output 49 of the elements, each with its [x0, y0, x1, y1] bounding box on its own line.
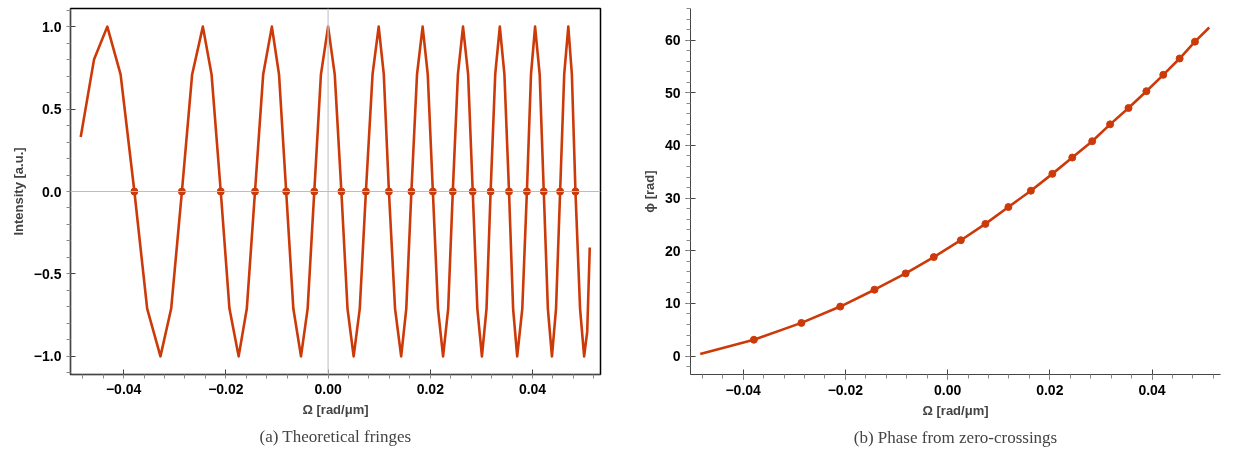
- y-tick-label: −1.0: [33, 348, 62, 365]
- y-axis-title: ϕ [rad]: [641, 170, 657, 213]
- y-tick-label: 50: [664, 84, 681, 101]
- point: [1026, 186, 1035, 195]
- y-axis-title: Intensity [a.u.]: [10, 147, 26, 236]
- point: [956, 236, 965, 245]
- x-tick-label: −0.04: [105, 380, 142, 397]
- y-tick-label: 1.0: [42, 18, 62, 35]
- x-tick-label: −0.04: [725, 381, 762, 398]
- point: [1159, 70, 1168, 79]
- x-axis-title: Ω [rad/μm]: [302, 401, 369, 417]
- y-tick-label: 60: [664, 32, 681, 49]
- point: [929, 253, 938, 262]
- y-tick-label: 0.5: [42, 101, 62, 118]
- x-axis-title: Ω [rad/μm]: [922, 402, 989, 418]
- x-tick-label: 0.00: [933, 381, 962, 398]
- y-tick-label: 20: [664, 242, 681, 259]
- point: [836, 302, 845, 311]
- point: [1068, 153, 1077, 162]
- y-tick-label: 40: [664, 137, 681, 154]
- point: [797, 318, 806, 327]
- line-series: [698, 26, 1211, 356]
- x-tick-label: −0.02: [827, 381, 864, 398]
- y-tick-label: 0.0: [42, 183, 62, 200]
- y-tick-label: 30: [664, 190, 681, 207]
- point: [749, 335, 758, 344]
- line-series: [79, 25, 592, 358]
- point: [901, 269, 910, 278]
- point: [1048, 169, 1057, 178]
- y-tick-label: 0: [672, 348, 681, 365]
- x-tick-label: −0.02: [208, 380, 244, 397]
- x-tick-label: 0.02: [1036, 381, 1064, 398]
- point: [981, 219, 990, 228]
- point: [1175, 54, 1184, 63]
- point: [870, 285, 879, 294]
- x-tick-label: 0.04: [518, 380, 547, 397]
- point: [1124, 104, 1133, 113]
- x-tick-label: 0.02: [416, 380, 445, 397]
- point: [1004, 203, 1013, 212]
- point: [1106, 120, 1115, 129]
- text: (a) Theoretical fringes: [259, 426, 412, 446]
- y-tick-label: 10: [664, 295, 681, 312]
- y-tick-label: −0.5: [33, 265, 62, 282]
- x-tick-label: 0.00: [314, 380, 342, 397]
- text: (b) Phase from zero-crossings: [853, 427, 1058, 447]
- x-tick-label: 0.04: [1138, 381, 1166, 398]
- point: [1190, 37, 1199, 46]
- point: [1088, 137, 1097, 146]
- point: [1142, 87, 1151, 96]
